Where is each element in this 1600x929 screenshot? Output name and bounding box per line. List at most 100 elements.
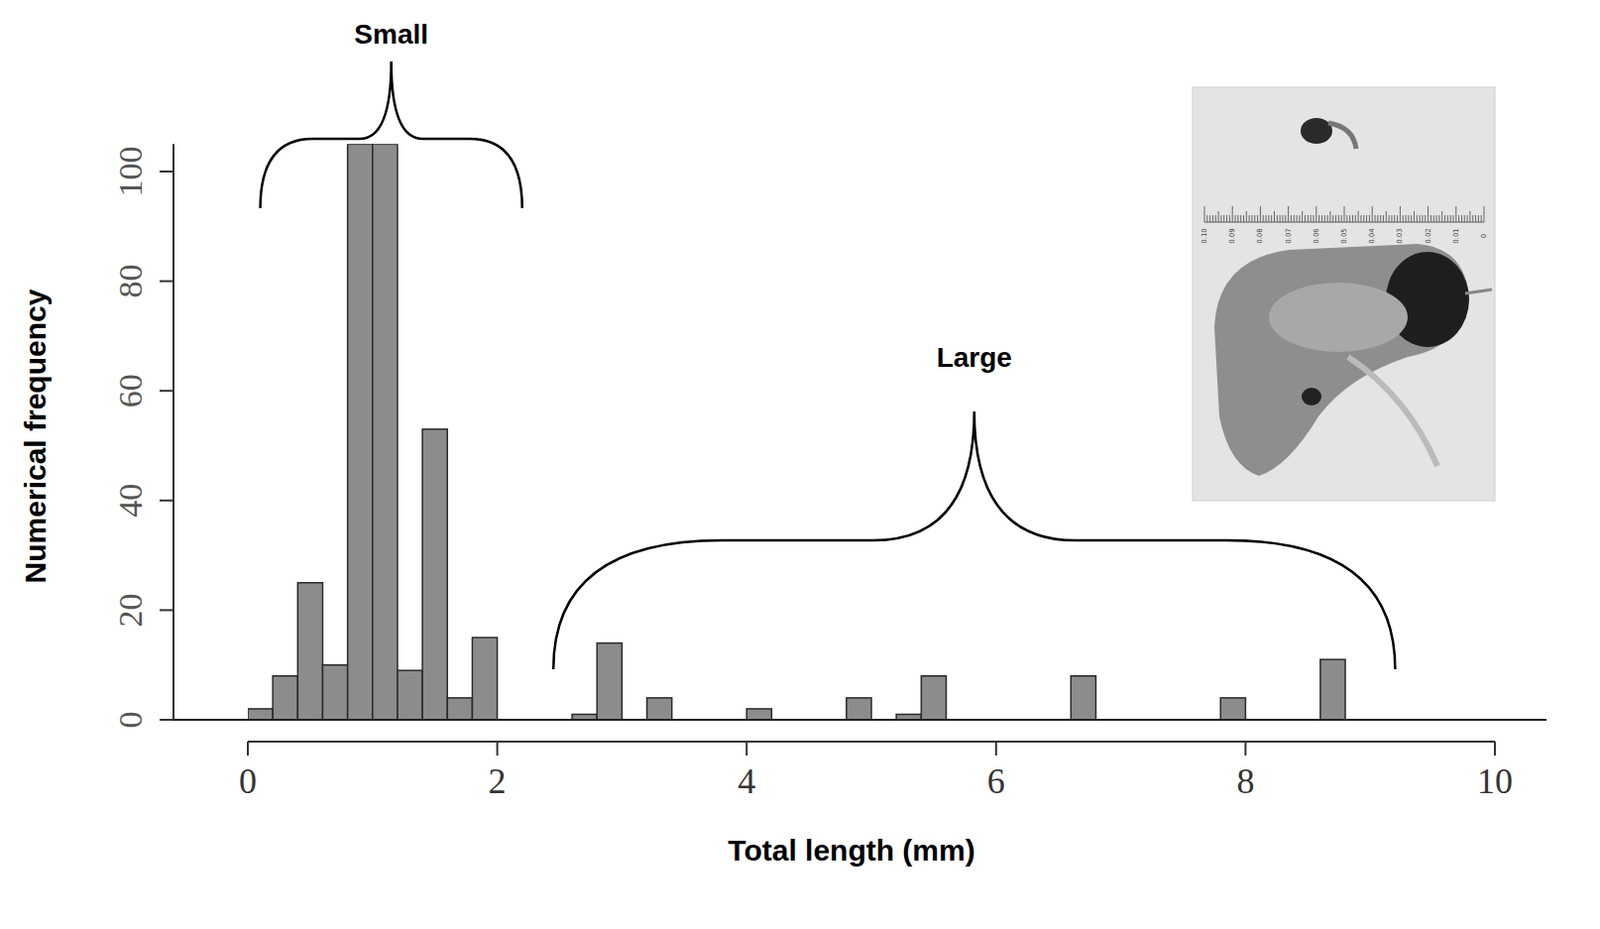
ruler-tick bbox=[1413, 211, 1415, 223]
ruler-tick bbox=[1358, 211, 1360, 223]
ruler-tick bbox=[1421, 215, 1423, 223]
ruler-tick bbox=[1369, 215, 1371, 223]
x-axis-title: Total length (mm) bbox=[727, 833, 975, 867]
x-tick bbox=[745, 741, 748, 756]
bar bbox=[1220, 697, 1246, 720]
ruler-tick bbox=[1281, 215, 1283, 223]
ruler-tick bbox=[1335, 215, 1337, 223]
y-tick bbox=[159, 499, 174, 502]
y-axis-title: Numerical frequency bbox=[18, 288, 52, 583]
bar bbox=[347, 143, 373, 720]
small-larva-tail bbox=[1328, 122, 1357, 149]
x-tick-label: 0 bbox=[238, 761, 257, 801]
ruler-tick bbox=[1249, 215, 1251, 223]
bar bbox=[1070, 676, 1096, 720]
ruler-tick bbox=[1390, 215, 1392, 223]
ruler-tick bbox=[1433, 215, 1435, 223]
ruler-tick bbox=[1341, 215, 1343, 223]
ruler-tick bbox=[1229, 215, 1231, 223]
x-tick-label: 2 bbox=[488, 761, 507, 801]
ruler-tick bbox=[1329, 211, 1331, 223]
ruler-tick bbox=[1371, 206, 1373, 223]
ruler-tick bbox=[1441, 211, 1443, 223]
y-tick bbox=[159, 608, 174, 611]
ruler-tick bbox=[1472, 215, 1474, 223]
y-tick-label: 100 bbox=[112, 146, 149, 198]
ruler-tick bbox=[1407, 215, 1409, 223]
ruler-tick bbox=[1484, 206, 1486, 223]
ruler-tick bbox=[1469, 211, 1471, 223]
ruler-tick bbox=[1206, 215, 1208, 223]
ruler-tick bbox=[1419, 215, 1421, 223]
ruler-tick bbox=[1276, 215, 1278, 223]
ruler-tick bbox=[1376, 215, 1378, 223]
ruler-tick bbox=[1393, 215, 1395, 223]
ruler-tick bbox=[1307, 215, 1309, 223]
ruler-tick bbox=[1232, 206, 1234, 223]
ruler-tick bbox=[1273, 211, 1275, 223]
ruler-tick bbox=[1467, 215, 1469, 223]
y-tick-label: 40 bbox=[112, 483, 149, 518]
ruler-tick bbox=[1318, 215, 1320, 223]
bars bbox=[247, 143, 1346, 720]
ruler-tick bbox=[1464, 215, 1466, 223]
bar bbox=[247, 708, 273, 720]
ruler-tick bbox=[1296, 215, 1298, 223]
ruler-tick bbox=[1396, 215, 1398, 223]
ruler-tick bbox=[1379, 215, 1381, 223]
baseline bbox=[173, 718, 1547, 721]
ruler-label: 0.10 bbox=[1200, 228, 1209, 244]
ruler-label: 0.01 bbox=[1452, 228, 1461, 244]
specimen-leg bbox=[1348, 356, 1438, 466]
ruler-tick bbox=[1366, 215, 1368, 223]
y-tick-label: 80 bbox=[112, 264, 149, 299]
ruler-tick bbox=[1304, 215, 1306, 223]
x-tick-label: 4 bbox=[737, 761, 756, 801]
bar bbox=[746, 708, 772, 720]
ruler-tick bbox=[1301, 211, 1303, 223]
ruler-label: 0.07 bbox=[1284, 228, 1293, 244]
bracket bbox=[260, 61, 523, 209]
ruler-tick bbox=[1327, 215, 1329, 223]
ruler-tick bbox=[1444, 215, 1446, 223]
ruler-tick bbox=[1279, 215, 1281, 223]
ruler-tick bbox=[1455, 206, 1457, 223]
ruler-tick bbox=[1223, 215, 1225, 223]
x-axis bbox=[247, 740, 1495, 743]
ruler-label: 0.02 bbox=[1424, 228, 1433, 244]
ruler-tick bbox=[1478, 215, 1480, 223]
ruler-tick bbox=[1461, 215, 1463, 223]
y-tick bbox=[159, 170, 174, 173]
y-tick bbox=[159, 389, 174, 392]
bar bbox=[422, 429, 448, 720]
ruler-tick bbox=[1430, 215, 1432, 223]
ruler-tick bbox=[1262, 215, 1264, 223]
ruler-tick bbox=[1458, 215, 1460, 223]
x-tick-label: 8 bbox=[1236, 761, 1255, 801]
ruler-tick bbox=[1360, 215, 1362, 223]
ruler-tick bbox=[1215, 215, 1217, 223]
ruler-label: 0.03 bbox=[1395, 228, 1404, 244]
ruler-tick bbox=[1450, 215, 1452, 223]
ruler-tick bbox=[1246, 211, 1248, 223]
ruler-tick bbox=[1344, 206, 1346, 223]
specimen-antenna bbox=[1465, 289, 1492, 294]
x-tick bbox=[995, 741, 998, 756]
ruler-tick bbox=[1240, 215, 1242, 223]
bar bbox=[322, 665, 347, 720]
bar bbox=[397, 670, 423, 720]
bar bbox=[846, 697, 872, 720]
x-tick bbox=[246, 741, 249, 756]
ruler-tick bbox=[1254, 215, 1256, 223]
ruler-tick bbox=[1355, 215, 1357, 223]
specimen-eye bbox=[1301, 387, 1322, 406]
y-tick-label: 20 bbox=[112, 592, 149, 627]
ruler-tick bbox=[1346, 215, 1348, 223]
ruler-tick bbox=[1416, 215, 1418, 223]
ruler-label: 0.09 bbox=[1228, 228, 1237, 244]
bar bbox=[920, 676, 946, 720]
bar bbox=[372, 143, 398, 720]
inset-photo: 0.100.090.080.070.060.050.040.030.020.01… bbox=[1192, 87, 1495, 501]
ruler-label: 0.06 bbox=[1312, 228, 1321, 244]
bar bbox=[447, 697, 472, 720]
